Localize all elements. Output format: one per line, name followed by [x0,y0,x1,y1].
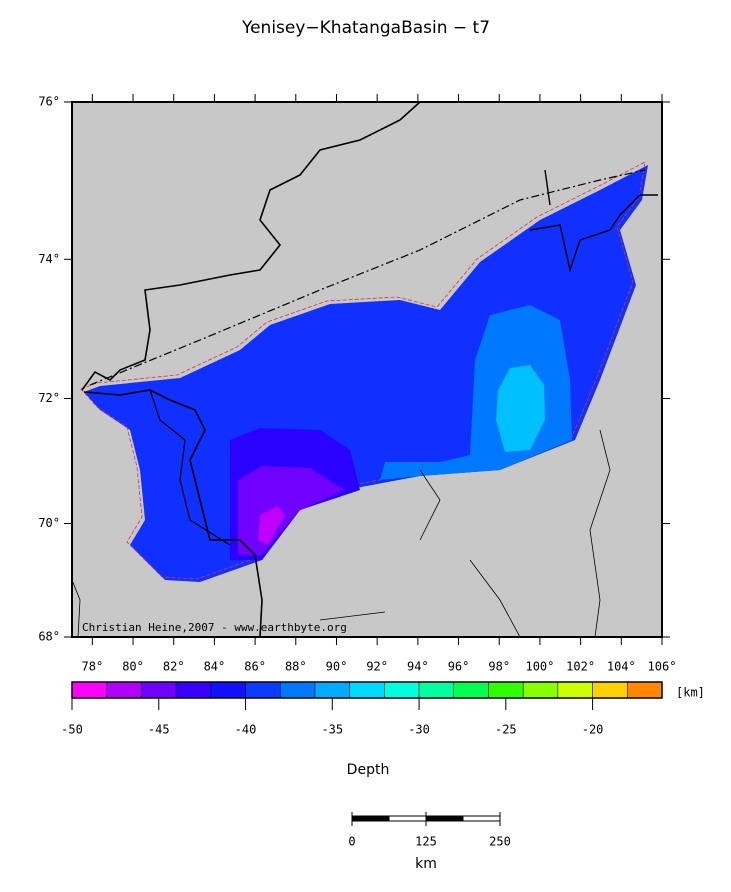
scale-label: 125 [415,835,437,849]
colorbar-bin [522,681,559,699]
colorbar-bin [384,681,420,699]
colorbar-bin [210,681,246,699]
colorbar-bin [141,681,177,699]
river [149,389,231,546]
colorbar-bin [245,681,281,699]
colorbar-bin [488,681,524,699]
colorbar-bin [106,681,142,699]
colorbar-bin [279,681,316,699]
colorbar-tick-label: -45 [148,723,170,737]
colorbar-label: Depth [347,762,390,778]
colorbar-tick-label: -20 [582,723,604,737]
lon-label: 78° [82,660,104,674]
basin-outline [80,161,646,580]
colorbar-bin [557,681,593,699]
colorbar-bin [349,681,385,699]
lat-label: 76° [38,95,60,109]
colorbar-tick-label: -25 [495,723,517,737]
scale-label: 250 [489,835,511,849]
lon-label: 92° [366,660,388,674]
colorbar-bin [627,681,663,699]
lon-label: 84° [204,660,226,674]
depth-contour [496,365,545,452]
colorbar-bin [453,681,489,699]
depth-contour [258,506,285,545]
map-border [71,101,663,638]
coastline [529,169,658,273]
lon-label: 102° [566,660,595,674]
lon-label: 94° [407,660,429,674]
scale-segment [351,815,390,822]
lon-label: 104° [607,660,636,674]
river [71,429,611,638]
credit: Christian Heine,2007 - www.earthbyte.org [82,621,347,634]
colorbar-tick-label: -50 [61,723,83,737]
lat-label: 72° [38,391,60,405]
scale-segment [462,815,501,822]
scale-segment [425,815,464,822]
lon-label: 80° [122,660,144,674]
basin-fill [84,165,648,582]
lat-label: 70° [38,516,60,530]
colorbar-tick-label: -35 [321,723,343,737]
scale-segment [388,815,427,822]
colorbar-bin [71,681,107,699]
title: Yenisey−KhatangaBasin − t7 [241,18,490,38]
colorbar-bin [175,681,212,699]
section-line [89,169,646,386]
map-frame [71,101,663,638]
coastline [81,101,421,391]
lon-label: 90° [326,660,348,674]
lat-label: 74° [38,252,60,266]
lon-label: 100° [525,660,554,674]
colorbar-tick-label: -40 [235,723,257,737]
lon-label: 106° [648,660,677,674]
colorbar-tick-label: -30 [408,723,430,737]
lon-label: 96° [448,660,470,674]
lon-label: 88° [285,660,307,674]
colorbar-bin [418,681,455,699]
colorbar-frame [71,681,663,699]
scale-unit: km [415,856,437,872]
lon-label: 82° [163,660,185,674]
lat-label: 68° [38,630,60,644]
colorbar-bin [314,681,350,699]
colorbar-bin [592,681,628,699]
scale-label: 0 [348,835,355,849]
colorbar-unit: [km] [676,686,705,700]
lon-label: 86° [244,660,266,674]
lon-label: 98° [488,660,510,674]
